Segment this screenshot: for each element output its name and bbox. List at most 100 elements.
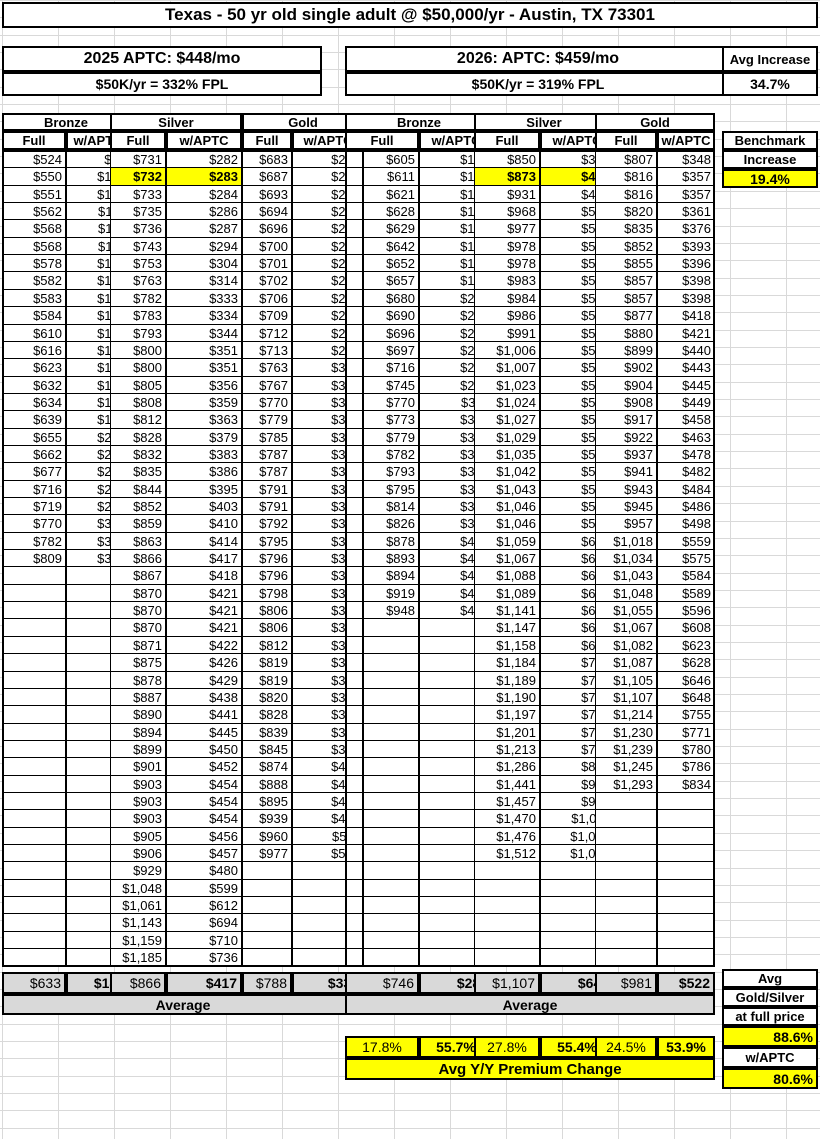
y2026-data-cell: $941 bbox=[595, 462, 657, 481]
y2026-empty-cell bbox=[595, 809, 657, 828]
y2025-subheader-2: Full bbox=[110, 131, 166, 150]
y2026-empty-cell bbox=[345, 705, 419, 724]
y2025-data-cell: $782 bbox=[110, 289, 166, 308]
y2026-data-cell: $396 bbox=[657, 254, 715, 273]
y2025-empty-cell bbox=[2, 861, 66, 880]
y2025-data-cell: $612 bbox=[166, 896, 242, 915]
y2026-empty-cell bbox=[345, 653, 419, 672]
y2025-data-cell: $792 bbox=[242, 514, 292, 533]
y2026-data-cell: $945 bbox=[595, 497, 657, 516]
yoy-change-value: 53.9% bbox=[657, 1036, 715, 1058]
y2026-metal-header-bronze: Bronze bbox=[345, 113, 493, 131]
y2025-data-cell: $421 bbox=[166, 584, 242, 603]
y2025-data-cell: $334 bbox=[166, 306, 242, 325]
y2026-empty-cell bbox=[595, 948, 657, 967]
y2026-data-cell: $1,029 bbox=[474, 428, 540, 447]
y2026-subheader-5: w/APTC bbox=[657, 131, 715, 150]
y2026-empty-cell bbox=[474, 913, 540, 932]
y2026-empty-cell bbox=[345, 618, 419, 637]
y2026-data-cell: $398 bbox=[657, 289, 715, 308]
y2025-data-cell: $710 bbox=[166, 931, 242, 950]
y2026-data-cell: $904 bbox=[595, 376, 657, 395]
y2026-empty-cell bbox=[657, 809, 715, 828]
gold-silver-aptc-label: w/APTC bbox=[722, 1047, 818, 1068]
avg-increase-value: 34.7% bbox=[722, 72, 818, 96]
y2025-data-cell: $568 bbox=[2, 237, 66, 256]
gold-silver-aptc-value: 80.6% bbox=[722, 1068, 818, 1089]
y2026-data-cell: $877 bbox=[595, 306, 657, 325]
y2026-data-cell: $943 bbox=[595, 480, 657, 499]
yoy-change-value: 27.8% bbox=[474, 1036, 540, 1058]
y2026-data-cell: $1,293 bbox=[595, 775, 657, 794]
y2025-data-cell: $677 bbox=[2, 462, 66, 481]
y2026-data-cell: $443 bbox=[657, 358, 715, 377]
y2026-data-cell: $773 bbox=[345, 410, 419, 429]
y2025-data-cell: $351 bbox=[166, 358, 242, 377]
y2026-average-value: $522 bbox=[657, 972, 715, 994]
y2025-data-cell: $693 bbox=[242, 185, 292, 204]
y2026-data-cell: $1,470 bbox=[474, 809, 540, 828]
y2025-data-cell: $1,048 bbox=[110, 879, 166, 898]
y2026-data-cell: $458 bbox=[657, 410, 715, 429]
y2025-data-cell: $783 bbox=[110, 306, 166, 325]
y2026-data-cell: $357 bbox=[657, 167, 715, 186]
y2026-data-cell: $894 bbox=[345, 566, 419, 585]
avg-increase-label: Avg Increase bbox=[722, 46, 818, 72]
y2026-data-cell: $983 bbox=[474, 271, 540, 290]
benchmark-label-line1: Benchmark bbox=[722, 131, 818, 150]
y2025-data-cell: $793 bbox=[110, 324, 166, 343]
y2026-data-cell: $1,042 bbox=[474, 462, 540, 481]
y2025-data-cell: $344 bbox=[166, 324, 242, 343]
y2026-data-cell: $1,189 bbox=[474, 671, 540, 690]
y2025-data-cell: $639 bbox=[2, 410, 66, 429]
y2025-empty-cell bbox=[2, 566, 66, 585]
y2025-empty-cell bbox=[2, 705, 66, 724]
y2025-data-cell: $819 bbox=[242, 653, 292, 672]
y2025-data-cell: $445 bbox=[166, 723, 242, 742]
y2025-data-cell: $903 bbox=[110, 775, 166, 794]
y2025-subheader-4: Full bbox=[242, 131, 292, 150]
y2025-data-cell: $812 bbox=[242, 636, 292, 655]
y2025-data-cell: $599 bbox=[166, 879, 242, 898]
y2026-average-label: Average bbox=[345, 994, 715, 1015]
y2025-empty-cell bbox=[242, 948, 292, 967]
y2026-subheader-2: Full bbox=[474, 131, 540, 150]
y2025-data-cell: $798 bbox=[242, 584, 292, 603]
y2026-data-cell: $816 bbox=[595, 167, 657, 186]
y2026-data-cell: $816 bbox=[595, 185, 657, 204]
y2026-empty-cell bbox=[595, 913, 657, 932]
y2025-data-cell: $820 bbox=[242, 688, 292, 707]
y2026-data-cell: $1,190 bbox=[474, 688, 540, 707]
y2025-data-cell: $283 bbox=[166, 167, 242, 186]
y2026-data-cell: $1,286 bbox=[474, 757, 540, 776]
y2026-data-cell: $1,007 bbox=[474, 358, 540, 377]
y2026-data-cell: $873 bbox=[474, 167, 540, 186]
y2025-empty-cell bbox=[242, 861, 292, 880]
y2025-data-cell: $863 bbox=[110, 532, 166, 551]
y2025-empty-cell bbox=[2, 653, 66, 672]
y2025-data-cell: $890 bbox=[110, 705, 166, 724]
y2026-data-cell: $978 bbox=[474, 237, 540, 256]
y2025-data-cell: $800 bbox=[110, 358, 166, 377]
y2026-empty-cell bbox=[657, 913, 715, 932]
y2026-data-cell: $657 bbox=[345, 271, 419, 290]
y2025-data-cell: $421 bbox=[166, 618, 242, 637]
y2025-data-cell: $351 bbox=[166, 341, 242, 360]
y2026-empty-cell bbox=[345, 809, 419, 828]
y2025-data-cell: $386 bbox=[166, 462, 242, 481]
y2026-data-cell: $1,147 bbox=[474, 618, 540, 637]
y2025-data-cell: $694 bbox=[242, 202, 292, 221]
y2025-data-cell: $812 bbox=[110, 410, 166, 429]
y2025-data-cell: $294 bbox=[166, 237, 242, 256]
gold-silver-full-value: 88.6% bbox=[722, 1026, 818, 1047]
y2025-subheader-0: Full bbox=[2, 131, 66, 150]
page-title: Texas - 50 yr old single adult @ $50,000… bbox=[2, 2, 818, 28]
y2026-empty-cell bbox=[657, 861, 715, 880]
y2026-data-cell: $357 bbox=[657, 185, 715, 204]
y2026-data-cell: $793 bbox=[345, 462, 419, 481]
y2025-data-cell: $960 bbox=[242, 827, 292, 846]
y2025-data-cell: $871 bbox=[110, 636, 166, 655]
y2025-data-cell: $1,061 bbox=[110, 896, 166, 915]
y2025-data-cell: $770 bbox=[242, 393, 292, 412]
benchmark-value: 19.4% bbox=[722, 169, 818, 188]
